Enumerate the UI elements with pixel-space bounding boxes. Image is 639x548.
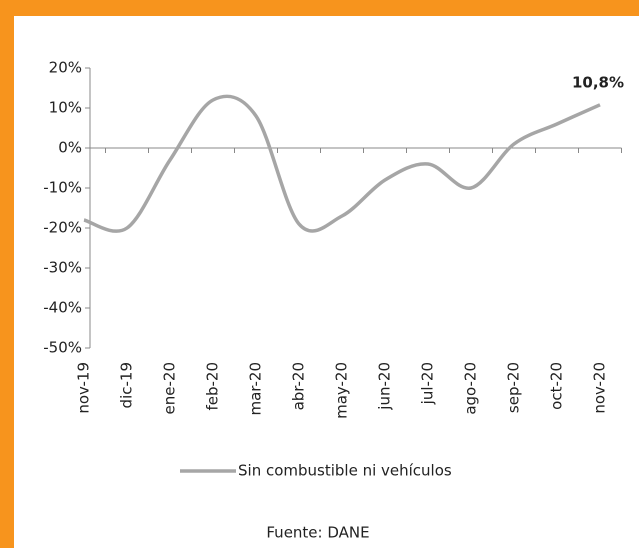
x-tick-label: ene-20 <box>161 362 179 414</box>
chart: Fuente: DANE -50% -40% -30% -20% -10% 0% 10% 20… <box>14 16 639 548</box>
x-tick-label: nov-19 <box>75 362 93 414</box>
x-tick-label: mar-20 <box>247 362 265 416</box>
x-tick-label: sep-20 <box>505 362 523 413</box>
x-tick-label: jun-20 <box>376 362 394 411</box>
value-label: 10,8% <box>572 73 624 91</box>
x-tick-label: abr-20 <box>290 362 308 410</box>
legend-label: Sin combustible ni vehículos <box>238 462 452 480</box>
source: Fuente: DANE <box>266 524 369 542</box>
y-tick-label: 10% <box>49 99 82 117</box>
y-tick-label: 20% <box>49 59 82 77</box>
y-tick-label: 0% <box>58 139 82 157</box>
series-line <box>83 94 601 233</box>
y-tick-label: -20% <box>43 219 82 237</box>
y-tick-label: -30% <box>43 259 82 277</box>
x-tick-label: ago-20 <box>462 362 480 415</box>
y-tick-label: -50% <box>43 339 82 357</box>
y-tick-label: -10% <box>43 179 82 197</box>
x-tick-label: jul-20 <box>419 362 437 405</box>
x-tick-label: feb-20 <box>204 362 222 411</box>
x-tick-label: may-20 <box>333 362 351 419</box>
x-tick-label: nov-20 <box>591 362 609 414</box>
y-tick-label: -40% <box>43 299 82 317</box>
x-tick-label: oct-20 <box>548 362 566 410</box>
x-tick-label: dic-19 <box>118 362 136 408</box>
